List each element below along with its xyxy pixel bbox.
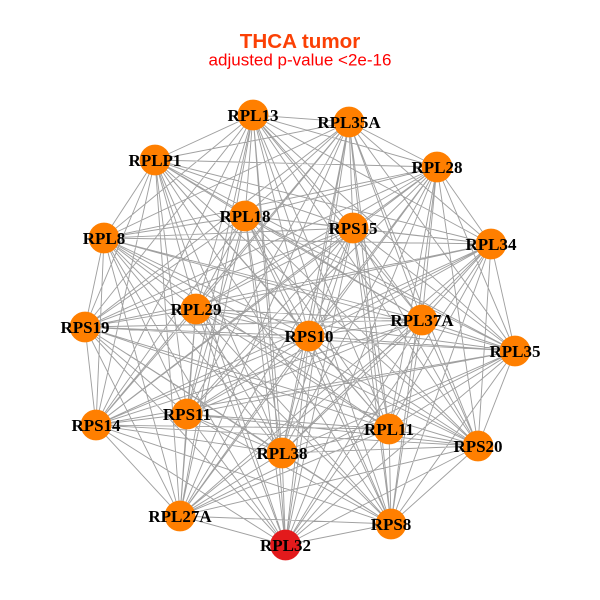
svg-text:RPLP1: RPLP1 bbox=[129, 151, 182, 170]
svg-text:RPL34: RPL34 bbox=[466, 235, 518, 254]
svg-text:RPL37A: RPL37A bbox=[390, 311, 454, 330]
svg-text:RPS10: RPS10 bbox=[284, 327, 333, 346]
svg-text:RPL38: RPL38 bbox=[257, 444, 308, 463]
svg-text:RPS19: RPS19 bbox=[60, 318, 109, 337]
svg-text:RPL18: RPL18 bbox=[220, 207, 271, 226]
svg-text:RPS14: RPS14 bbox=[71, 416, 121, 435]
svg-text:THCA tumor: THCA tumor bbox=[240, 30, 361, 53]
svg-text:RPL35A: RPL35A bbox=[317, 113, 381, 132]
svg-text:RPS8: RPS8 bbox=[371, 515, 412, 534]
svg-text:adjusted p-value <2e-16: adjusted p-value <2e-16 bbox=[209, 50, 392, 69]
svg-text:RPL28: RPL28 bbox=[412, 158, 463, 177]
svg-text:RPL11: RPL11 bbox=[364, 420, 414, 439]
svg-text:RPS20: RPS20 bbox=[453, 437, 502, 456]
svg-text:RPS11: RPS11 bbox=[163, 405, 211, 424]
svg-text:RPS15: RPS15 bbox=[328, 219, 377, 238]
svg-text:RPL29: RPL29 bbox=[171, 300, 222, 319]
svg-text:RPL13: RPL13 bbox=[228, 106, 279, 125]
svg-text:RPL35: RPL35 bbox=[490, 342, 541, 361]
svg-text:RPL8: RPL8 bbox=[83, 229, 126, 248]
svg-text:RPL32: RPL32 bbox=[260, 536, 311, 555]
svg-text:RPL27A: RPL27A bbox=[148, 507, 212, 526]
